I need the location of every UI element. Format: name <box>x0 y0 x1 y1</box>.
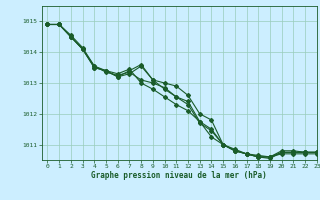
X-axis label: Graphe pression niveau de la mer (hPa): Graphe pression niveau de la mer (hPa) <box>91 171 267 180</box>
